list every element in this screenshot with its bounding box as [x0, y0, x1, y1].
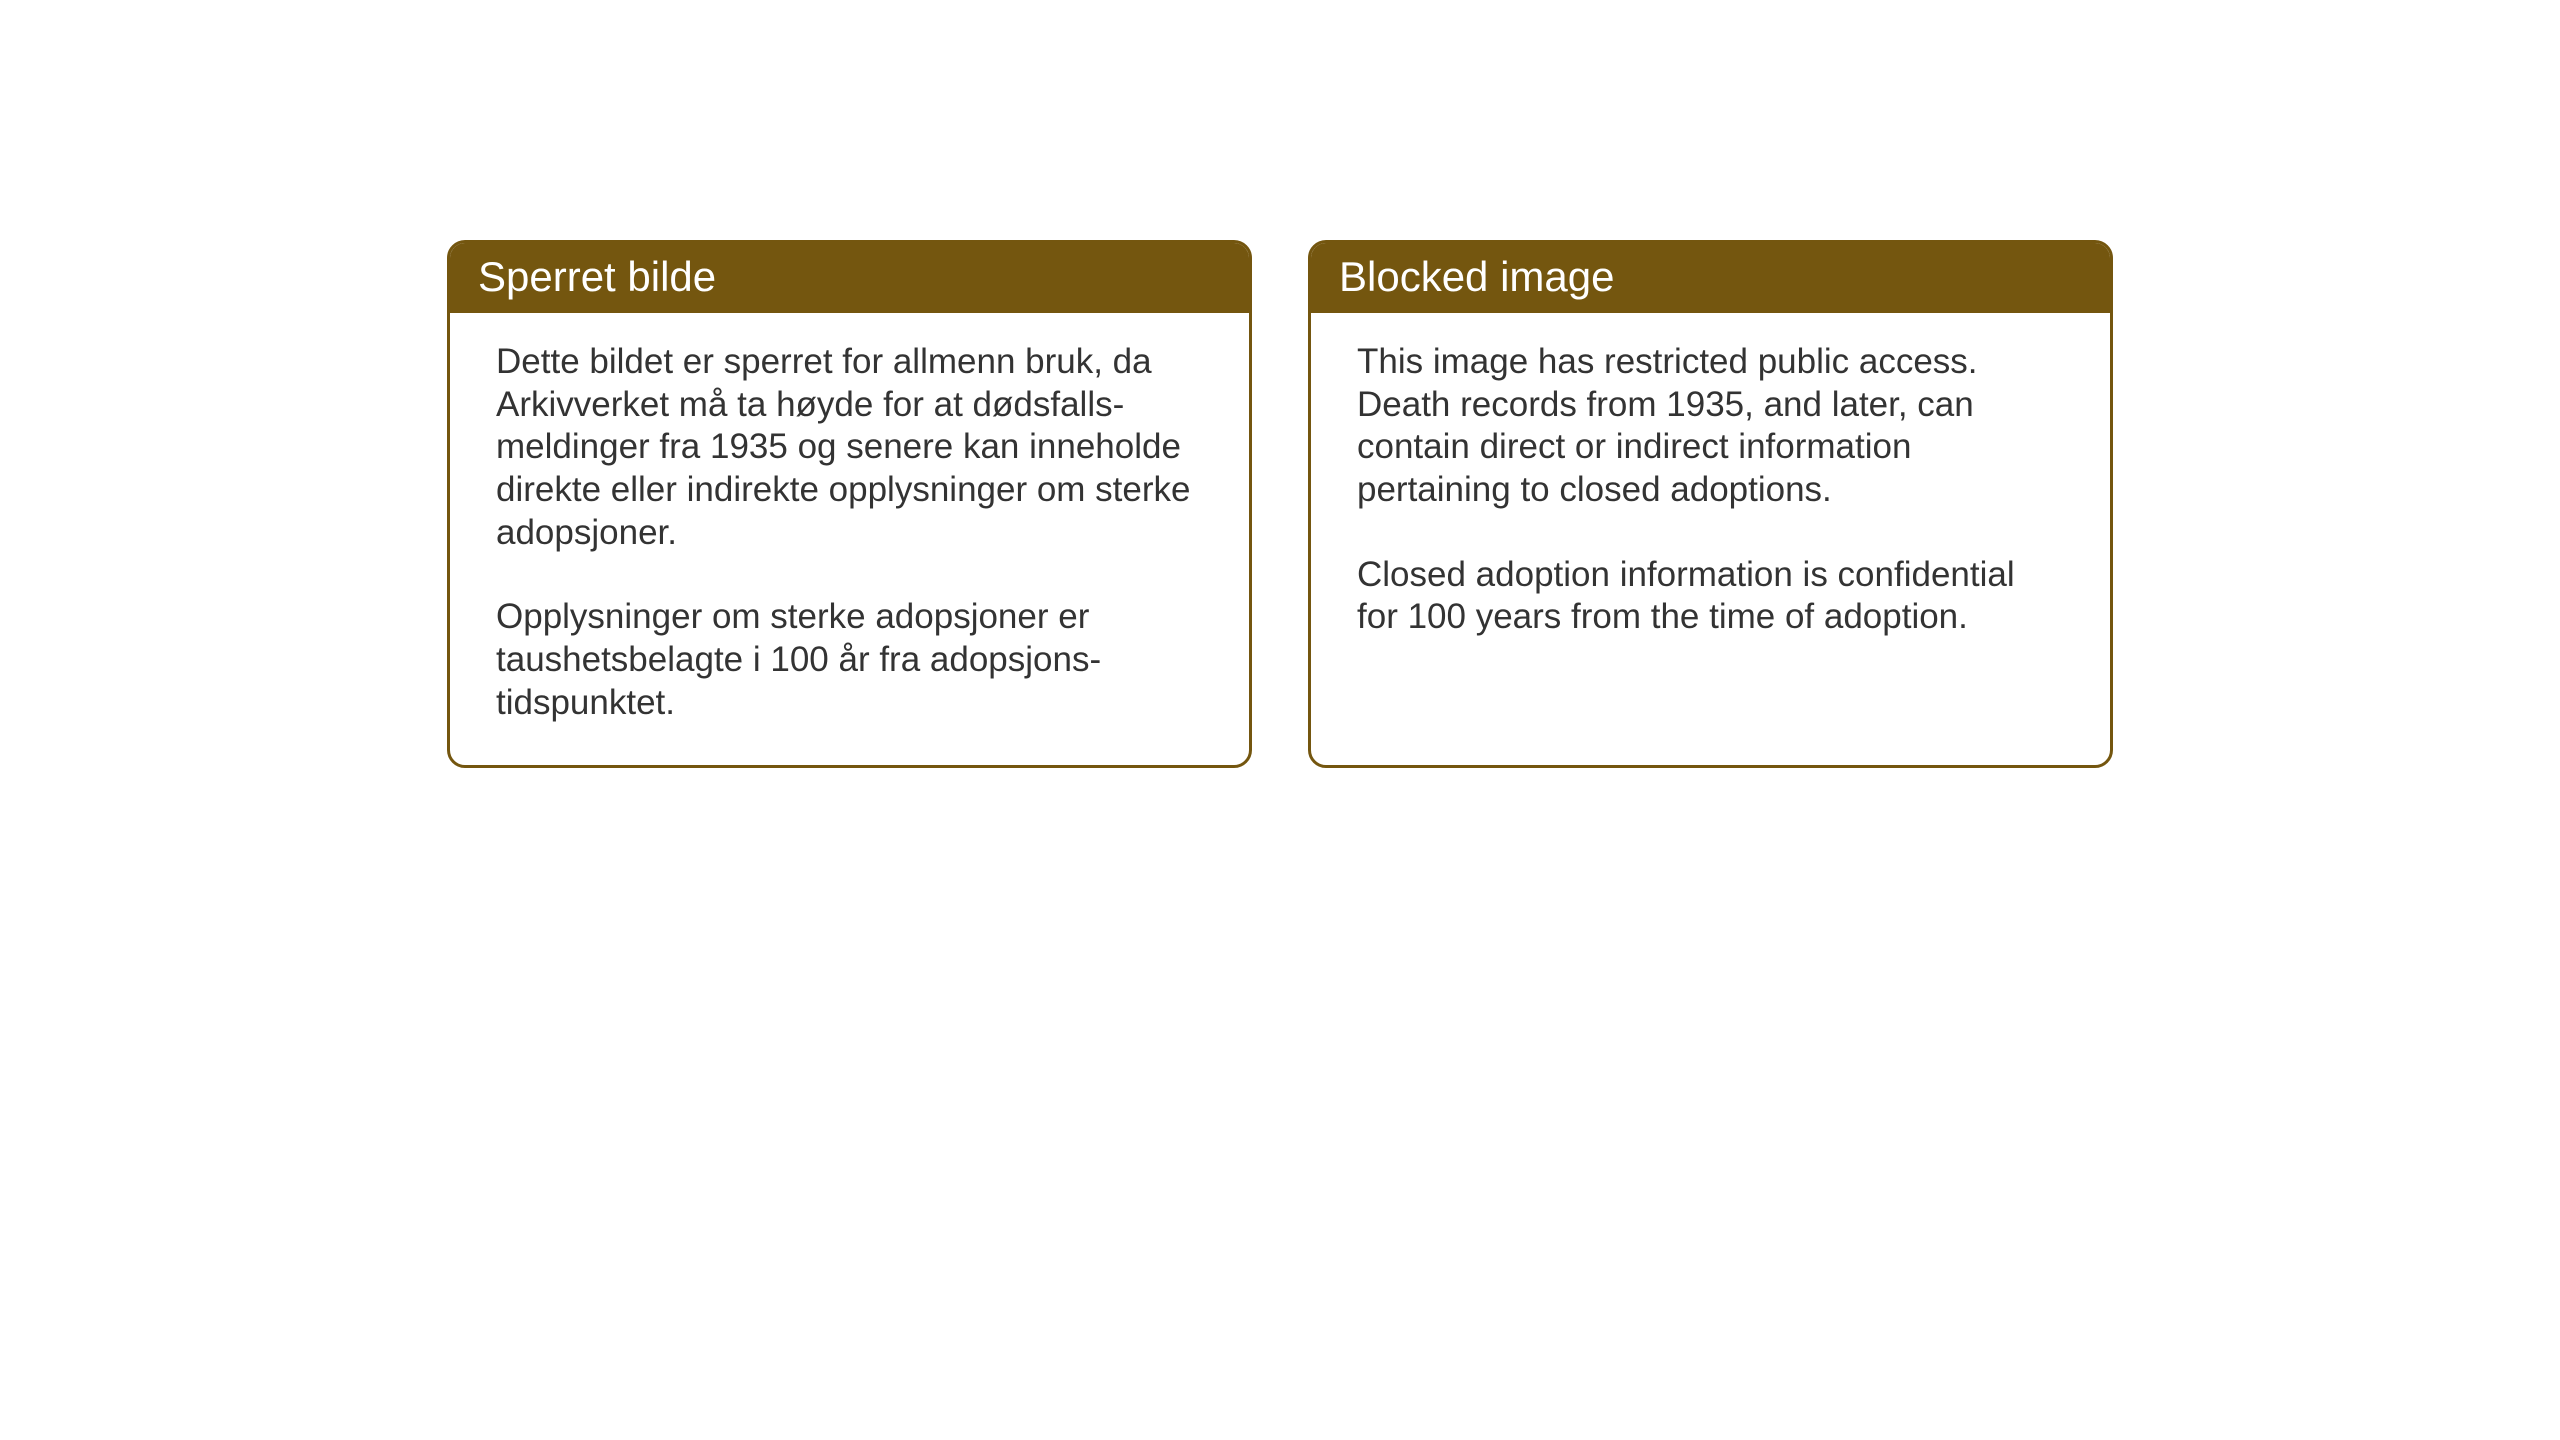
notice-card-norwegian: Sperret bilde Dette bildet er sperret fo… [447, 240, 1252, 768]
notice-container: Sperret bilde Dette bildet er sperret fo… [447, 240, 2113, 768]
paragraph-text: Closed adoption information is confident… [1357, 554, 2064, 639]
paragraph-text: This image has restricted public access.… [1357, 341, 2064, 512]
notice-card-english: Blocked image This image has restricted … [1308, 240, 2113, 768]
paragraph-text: Opplysninger om sterke adopsjoner er tau… [496, 596, 1203, 724]
card-body-norwegian: Dette bildet er sperret for allmenn bruk… [450, 313, 1249, 765]
card-header-english: Blocked image [1311, 243, 2110, 313]
paragraph-text: Dette bildet er sperret for allmenn bruk… [496, 341, 1203, 554]
card-header-norwegian: Sperret bilde [450, 243, 1249, 313]
card-body-english: This image has restricted public access.… [1311, 313, 2110, 679]
